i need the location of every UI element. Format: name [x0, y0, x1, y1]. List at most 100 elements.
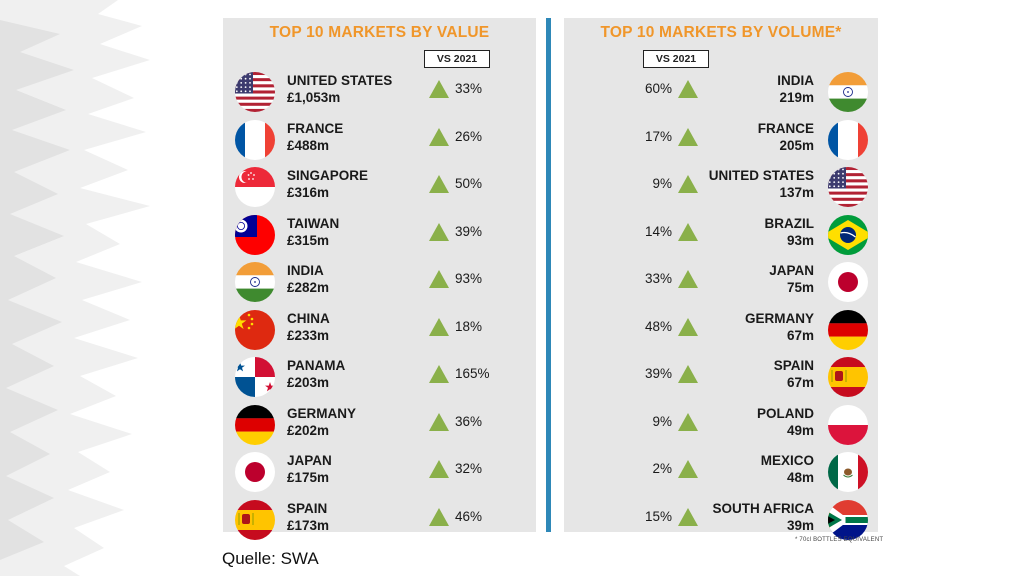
value-row-de: GERMANY £202m 36% — [223, 403, 536, 449]
volume-change-percent: 17% — [644, 128, 672, 144]
value-country-name: FRANCE — [287, 120, 344, 136]
up-triangle-icon — [429, 412, 449, 431]
value-row-pa: PANAMA £203m 165% — [223, 355, 536, 401]
sg-flag-icon — [235, 167, 275, 207]
value-amount: £488m — [287, 137, 330, 153]
volume-amount: 67m — [786, 375, 814, 390]
pa-flag-icon — [235, 357, 275, 397]
volume-amount: 48m — [786, 470, 814, 485]
up-triangle-icon — [678, 127, 698, 146]
volume-country-name: INDIA — [777, 73, 814, 88]
volume-country-name: GERMANY — [744, 310, 814, 326]
value-amount: £282m — [287, 280, 330, 295]
volume-change-percent: 60% — [644, 81, 672, 96]
value-amount: £316m — [287, 185, 330, 200]
brush-stroke-decoration — [0, 0, 150, 576]
value-change-percent: 26% — [455, 128, 483, 144]
volume-change-percent: 9% — [652, 176, 672, 191]
volume-country-name: FRANCE — [757, 120, 814, 136]
volume-change-percent: 15% — [644, 508, 672, 524]
up-triangle-icon — [678, 412, 698, 431]
value-change-percent: 46% — [455, 508, 483, 524]
value-amount: £1,053m — [287, 90, 341, 105]
volume-country-name: SOUTH AFRICA — [712, 500, 815, 516]
cn-flag-icon — [235, 309, 275, 350]
value-row-tw: TAIWAN £315m 39% — [223, 213, 536, 259]
volume-panel: TOP 10 MARKETS BY VOLUME* VS 2021 INDIA 2… — [564, 18, 878, 540]
value-amount: £173m — [287, 517, 330, 533]
volume-row-us: UNITED STATES 137m 9% — [564, 165, 878, 211]
volume-row-de: GERMANY 67m 48% — [564, 308, 878, 354]
volume-vs-2021-label: VS 2021 — [643, 50, 709, 68]
value-change-percent: 39% — [455, 223, 483, 239]
value-country-name: CHINA — [287, 310, 330, 326]
volume-change-percent: 33% — [644, 271, 672, 286]
value-row-sg: SINGAPORE £316m 50% — [223, 165, 536, 211]
volume-row-es: SPAIN 67m 39% — [564, 355, 878, 401]
value-country-name: INDIA — [287, 263, 324, 278]
value-change-percent: 50% — [455, 176, 483, 191]
up-triangle-icon — [429, 507, 449, 526]
volume-change-percent: 2% — [652, 461, 672, 476]
jp-flag-icon — [235, 452, 275, 492]
value-row-in: INDIA £282m 93% — [223, 260, 536, 306]
up-triangle-icon — [429, 175, 449, 193]
volume-row-jp: JAPAN 75m 33% — [564, 260, 878, 306]
up-triangle-icon — [678, 507, 698, 526]
volume-country-name: JAPAN — [769, 263, 814, 278]
value-amount: £233m — [287, 327, 330, 343]
up-triangle-icon — [678, 460, 698, 478]
value-country-name: PANAMA — [287, 358, 346, 373]
volume-amount: 75m — [786, 280, 814, 295]
volume-amount: 49m — [786, 422, 814, 438]
up-triangle-icon — [429, 270, 449, 288]
volume-country-name: SPAIN — [773, 358, 814, 373]
panel-divider — [546, 18, 551, 532]
volume-amount: 219m — [779, 90, 814, 105]
value-row-us: UNITED STATES £1,053m 33% — [223, 70, 536, 116]
es-flag-icon — [828, 357, 868, 397]
value-change-percent: 18% — [455, 318, 483, 334]
value-row-es: SPAIN £173m 46% — [223, 498, 536, 544]
value-country-name: GERMANY — [287, 405, 357, 421]
in-flag-icon — [828, 72, 868, 112]
us-flag-icon — [235, 72, 275, 112]
value-amount: £315m — [287, 232, 330, 248]
volume-change-percent: 48% — [644, 318, 672, 334]
volume-amount: 39m — [786, 517, 814, 533]
pl-flag-icon — [828, 404, 868, 445]
value-change-percent: 32% — [455, 461, 483, 476]
fr-flag-icon — [828, 119, 868, 160]
value-country-name: UNITED STATES — [287, 73, 393, 88]
volume-amount: 67m — [786, 327, 814, 343]
es-flag-icon — [235, 499, 275, 540]
volume-panel-title: TOP 10 MARKETS BY VOLUME* — [600, 24, 842, 41]
value-country-name: JAPAN — [287, 453, 332, 468]
value-vs-2021-label: VS 2021 — [424, 50, 490, 68]
value-amount: £175m — [287, 470, 330, 485]
volume-country-name: UNITED STATES — [708, 168, 814, 183]
value-row-cn: CHINA £233m 18% — [223, 308, 536, 354]
value-panel-title: TOP 10 MARKETS BY VALUE — [269, 24, 490, 41]
value-change-percent: 93% — [455, 271, 483, 286]
volume-change-percent: 39% — [644, 366, 672, 381]
value-country-name: TAIWAN — [287, 215, 340, 231]
de-flag-icon — [828, 309, 868, 350]
value-panel: TOP 10 MARKETS BY VALUE VS 2021 UNITED S… — [223, 18, 536, 540]
volume-footnote: * 70cl BOTTLES EQUIVALENT — [795, 537, 884, 543]
volume-country-name: BRAZIL — [764, 215, 815, 231]
value-row-fr: FRANCE £488m 26% — [223, 118, 536, 164]
source-label: Quelle: SWA — [222, 549, 319, 568]
volume-amount: 137m — [779, 185, 814, 200]
volume-amount: 93m — [786, 232, 814, 248]
value-country-name: SPAIN — [287, 500, 328, 516]
volume-row-fr: FRANCE 205m 17% — [564, 118, 878, 164]
up-triangle-icon — [678, 270, 698, 288]
up-triangle-icon — [678, 175, 698, 193]
volume-row-pl: POLAND 49m 9% — [564, 403, 878, 449]
value-amount: £203m — [287, 375, 330, 390]
volume-change-percent: 14% — [644, 223, 672, 239]
in-flag-icon — [235, 262, 275, 302]
volume-country-name: POLAND — [757, 405, 814, 421]
jp-flag-icon — [828, 262, 868, 302]
